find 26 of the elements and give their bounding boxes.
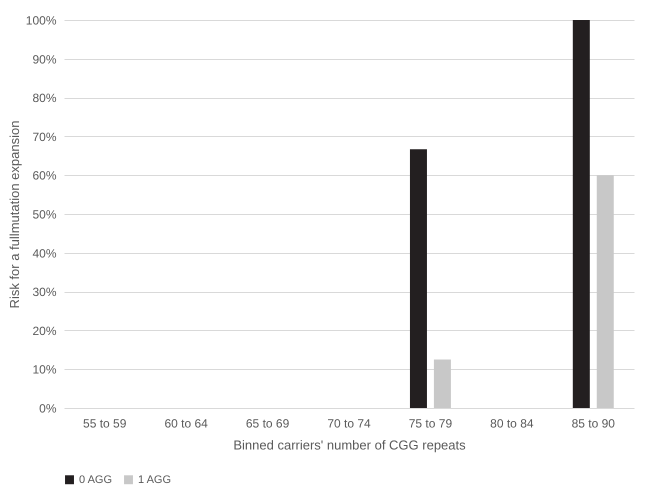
y-tick-label: 40%	[32, 246, 57, 260]
y-tick-label: 100%	[26, 14, 57, 28]
x-tick-label: 65 to 69	[246, 416, 290, 430]
x-tick-label: 80 to 84	[490, 416, 534, 430]
bar	[410, 149, 427, 408]
x-axis-title: Binned carriers' number of CGG repeats	[233, 438, 466, 452]
bar	[596, 175, 614, 408]
legend-label: 1 AGG	[138, 474, 172, 486]
x-tick-label: 70 to 74	[327, 416, 372, 430]
y-tick-label: 0%	[39, 402, 57, 416]
x-tick-label: 75 to 79	[408, 416, 452, 430]
y-tick-label: 80%	[32, 91, 57, 106]
y-tick-label: 20%	[32, 324, 57, 338]
y-tick-label: 70%	[32, 130, 57, 144]
x-tick-label: 55 to 59	[83, 416, 127, 430]
legend-label: 0 AGG	[79, 474, 112, 486]
y-tick-label: 30%	[32, 285, 57, 300]
x-tick-label: 60 to 64	[164, 416, 208, 430]
y-tick-label: 10%	[32, 362, 57, 377]
y-tick-label: 90%	[32, 52, 57, 66]
y-tick-label: 60%	[32, 168, 57, 183]
x-tick-label: 85 to 90	[572, 416, 616, 430]
bar	[434, 360, 451, 408]
bar	[572, 20, 590, 408]
y-axis-title: Risk for a fullmutation expansion	[6, 120, 22, 308]
y-tick-label: 50%	[32, 208, 57, 222]
